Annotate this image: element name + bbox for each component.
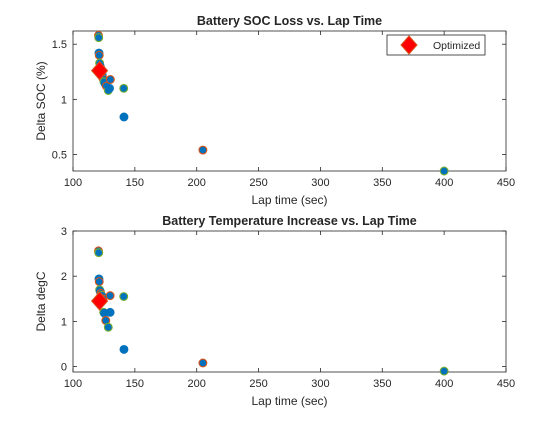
data-point [119,344,129,354]
x-axis-label: Lap time (sec) [251,394,327,408]
x-tick-label: 450 [497,177,515,189]
subplot-1: Optimized [72,30,507,176]
x-tick-label: 400 [435,177,453,189]
y-axis-label: Delta degC [34,271,48,331]
y-tick-label: 0.5 [52,149,67,161]
x-tick-label: 100 [64,378,82,390]
data-point [94,248,104,258]
x-tick-label: 350 [373,177,391,189]
data-point [119,83,129,93]
data-point [105,75,115,84]
plot-area [72,230,507,373]
data-point [119,292,129,301]
data-point [119,112,129,122]
data-point [94,50,104,60]
x-axis-label: Lap time (sec) [251,193,327,207]
x-tick-label: 250 [249,177,267,189]
data-point [94,277,104,287]
legend-label: Optimized [433,40,480,52]
y-tick-label: 0 [61,362,67,374]
data-point [94,33,104,43]
data-point [103,322,113,332]
y-tick-label: 1 [61,316,67,328]
x-tick-label: 300 [311,177,329,189]
x-tick-label: 200 [188,378,206,390]
subplot-2 [72,230,507,376]
data-point [105,291,115,301]
y-tick-label: 3 [61,226,67,238]
chart-title: Battery SOC Loss vs. Lap Time [197,14,382,28]
x-tick-label: 300 [311,378,329,390]
x-tick-label: 250 [249,378,267,390]
x-tick-label: 150 [126,378,144,390]
data-layer [90,246,449,376]
y-axis-label: Delta SOC (%) [34,61,48,140]
data-layer [90,30,449,176]
y-tick-label: 1.5 [52,39,67,51]
x-tick-label: 350 [373,378,391,390]
optimized-point [90,60,109,81]
x-tick-label: 200 [188,177,206,189]
optimized-point [90,291,109,311]
y-tick-label: 2 [61,271,67,283]
x-tick-label: 150 [126,177,144,189]
data-point [105,83,114,93]
x-tick-label: 100 [64,177,82,189]
data-point [198,145,208,155]
data-point [439,166,449,176]
x-tick-label: 450 [497,378,515,390]
x-tick-label: 400 [435,378,453,390]
y-tick-label: 1 [61,94,67,106]
data-point [198,358,208,368]
chart-title: Battery Temperature Increase vs. Lap Tim… [162,214,417,228]
data-point [439,366,449,376]
legend: Optimized [386,34,486,56]
legend-marker [400,35,418,55]
data-point [105,307,115,317]
